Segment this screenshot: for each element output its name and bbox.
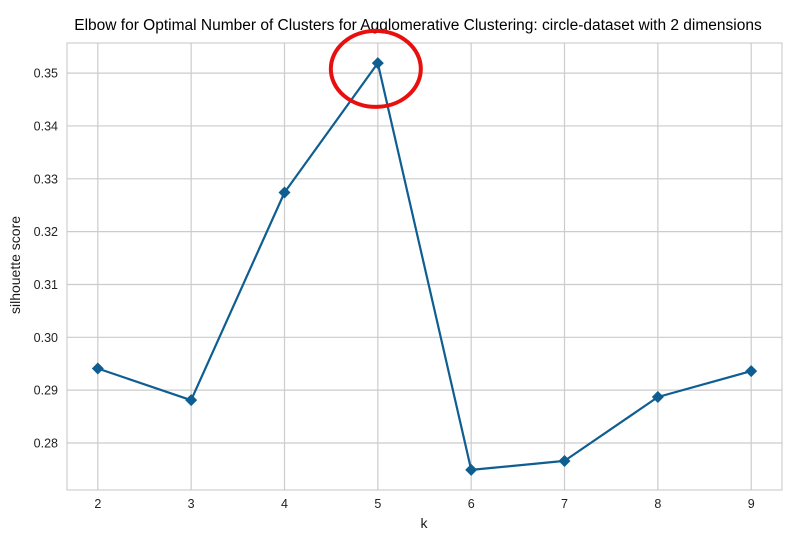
y-tick-label: 0.35	[34, 67, 58, 81]
chart-title: Elbow for Optimal Number of Clusters for…	[74, 17, 762, 34]
y-axis-label: silhouette score	[7, 216, 23, 314]
grid	[67, 43, 782, 490]
x-tick-label: 3	[188, 497, 195, 511]
data-point-marker	[465, 463, 478, 476]
x-axis-label: k	[421, 515, 429, 531]
plot-frame	[66, 42, 783, 491]
highlight-ellipse	[328, 28, 423, 109]
data-point-marker	[91, 362, 104, 375]
x-tick-labels: 2 3 4 5 6 7 8 9	[94, 497, 754, 511]
x-tick-label: 6	[468, 497, 475, 511]
x-tick-label: 8	[654, 497, 661, 511]
y-tick-labels: 0.28 0.29 0.30 0.31 0.32 0.33 0.34 0.35	[34, 67, 58, 451]
x-tick-label: 2	[94, 497, 101, 511]
y-tick-label: 0.32	[34, 225, 58, 239]
x-tick-label: 7	[561, 497, 568, 511]
data-point-marker	[745, 365, 758, 378]
y-tick-label: 0.29	[34, 384, 58, 398]
data-point-marker	[278, 186, 291, 199]
data-point-marker	[558, 454, 571, 467]
x-tick-label: 4	[281, 497, 288, 511]
x-tick-label: 9	[748, 497, 755, 511]
y-tick-label: 0.28	[34, 436, 58, 450]
y-tick-label: 0.31	[34, 278, 58, 292]
data-point-marker	[651, 391, 664, 404]
y-tick-label: 0.34	[34, 119, 58, 133]
series-line	[97, 61, 752, 471]
series	[91, 57, 758, 476]
data-point-marker	[371, 57, 384, 70]
annotations	[328, 28, 423, 109]
y-tick-label: 0.30	[34, 331, 58, 345]
data-point-marker	[185, 394, 198, 407]
x-tick-label: 5	[374, 497, 381, 511]
y-tick-label: 0.33	[34, 172, 58, 186]
